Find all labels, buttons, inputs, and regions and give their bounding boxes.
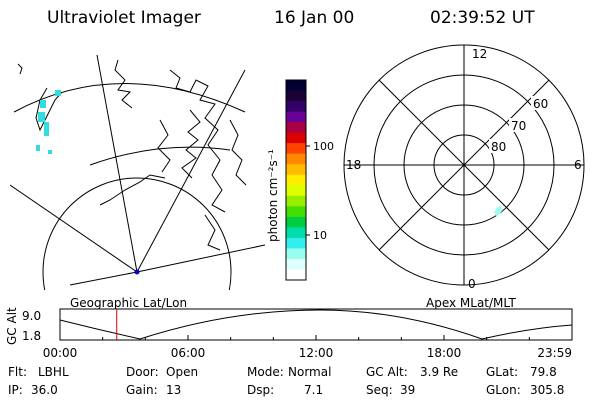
colorbar-cell: [286, 132, 306, 144]
info-dsp-value: 7.1: [304, 383, 323, 397]
coastline: [204, 214, 221, 251]
meridian: [10, 184, 138, 273]
mlt-label-18: 18: [346, 158, 361, 172]
colorbar-cell: [286, 164, 306, 176]
info-glat-value: 79.8: [530, 365, 557, 379]
altitude-xtick: 06:00: [171, 346, 206, 360]
mlt-label-0: 0: [468, 277, 476, 291]
info-seq-value: 39: [400, 383, 415, 397]
altitude-xtick: 23:59: [537, 346, 572, 360]
mlt-label-6: 6: [574, 158, 582, 172]
altitude-ytick-max: 9.0: [22, 309, 41, 323]
info-flt-key: Flt:: [8, 365, 27, 379]
colorbar-cell: [286, 227, 306, 239]
lat-label-80: 80: [491, 140, 506, 154]
info-ip-key: IP:: [8, 383, 23, 397]
colorbar-tick-10: 10: [313, 229, 327, 242]
colorbar-cell: [286, 122, 306, 134]
aurora-emission: [494, 205, 503, 217]
colorbar-cell: [286, 143, 306, 155]
coastline: [17, 63, 23, 75]
colorbar-cell: [286, 185, 306, 197]
info-dsp-key: Dsp:: [247, 383, 274, 397]
latitude-circle: [89, 146, 231, 166]
aurora-emission: [36, 90, 61, 154]
altitude-xtick: 18:00: [427, 346, 462, 360]
altitude-xtick: 00:00: [43, 346, 78, 360]
info-gcalt-value: 3.9 Re: [420, 365, 458, 379]
lat-label-60: 60: [533, 97, 548, 111]
info-mode-key: Mode:: [247, 365, 284, 379]
time-label: 02:39:52 UT: [430, 8, 535, 28]
meridian: [136, 69, 246, 273]
geographic-map-label: Geographic Lat/Lon: [70, 296, 188, 310]
meridian: [69, 271, 138, 286]
info-glon-value: 305.8: [530, 383, 564, 397]
colorbar-cell: [286, 90, 306, 102]
colorbar-cell: [286, 206, 306, 218]
info-gcalt-key: GC Alt:: [366, 365, 408, 379]
lat-label-70: 70: [511, 119, 526, 133]
info-door-key: Door:: [126, 365, 159, 379]
info-panel: Flt: LBHL Door: Open Mode: Normal GC Alt…: [8, 365, 564, 397]
coastline: [157, 119, 171, 173]
colorbar-cell: [286, 258, 306, 270]
info-seq-key: Seq:: [366, 383, 393, 397]
colorbar-cell: [286, 248, 306, 260]
coastline: [181, 109, 201, 179]
latitude-circle: [13, 83, 246, 113]
colorbar-cell: [286, 80, 306, 92]
altitude-ylabel: GC Alt: [5, 307, 19, 345]
altitude-plot: 9.0 1.8 GC Alt 00:00 06:00 12:00 18:00 2…: [5, 307, 573, 360]
colorbar-cell: [286, 216, 306, 228]
latitude-circle: [42, 177, 232, 290]
date-label: 16 Jan 00: [274, 8, 355, 28]
mlt-diagonal: [378, 79, 550, 251]
coastline: [114, 59, 133, 109]
coastline: [229, 119, 247, 186]
altitude-curve: [59, 309, 573, 340]
colorbar-cell: [286, 153, 306, 165]
coastline: [99, 174, 166, 206]
polar-plot-label: Apex MLat/MLT: [426, 296, 516, 310]
colorbar-cell: [286, 237, 306, 249]
mlt-label-12: 12: [472, 47, 487, 61]
info-door-value: Open: [166, 365, 198, 379]
meridian: [136, 244, 265, 273]
info-glon-key: GLon:: [486, 383, 521, 397]
page-title: Ultraviolet Imager: [47, 8, 201, 28]
info-gain-key: Gain:: [126, 383, 158, 397]
altitude-xtick: 12:00: [299, 346, 334, 360]
colorbar-label: photon cm⁻²s⁻¹: [266, 149, 280, 242]
info-ip-value: 36.0: [31, 383, 58, 397]
coastline: [169, 69, 226, 213]
info-glat-key: GLat:: [486, 365, 518, 379]
spacecraft-nadir-marker: [134, 269, 140, 275]
info-mode-value: Normal: [288, 365, 331, 379]
polar-plot: [343, 44, 585, 286]
altitude-ytick-min: 1.8: [22, 329, 41, 343]
geographic-map: [10, 55, 265, 290]
colorbar-tick-100: 100: [313, 140, 334, 153]
colorbar-cell: [286, 269, 306, 281]
info-gain-value: 13: [166, 383, 181, 397]
info-flt-value: LBHL: [38, 365, 69, 379]
colorbar-cell: [286, 195, 306, 207]
colorbar: 100 10 photon cm⁻²s⁻¹: [266, 79, 334, 281]
colorbar-cell: [286, 101, 306, 113]
colorbar-cell: [286, 111, 306, 123]
meridian: [96, 55, 138, 273]
colorbar-cell: [286, 174, 306, 186]
